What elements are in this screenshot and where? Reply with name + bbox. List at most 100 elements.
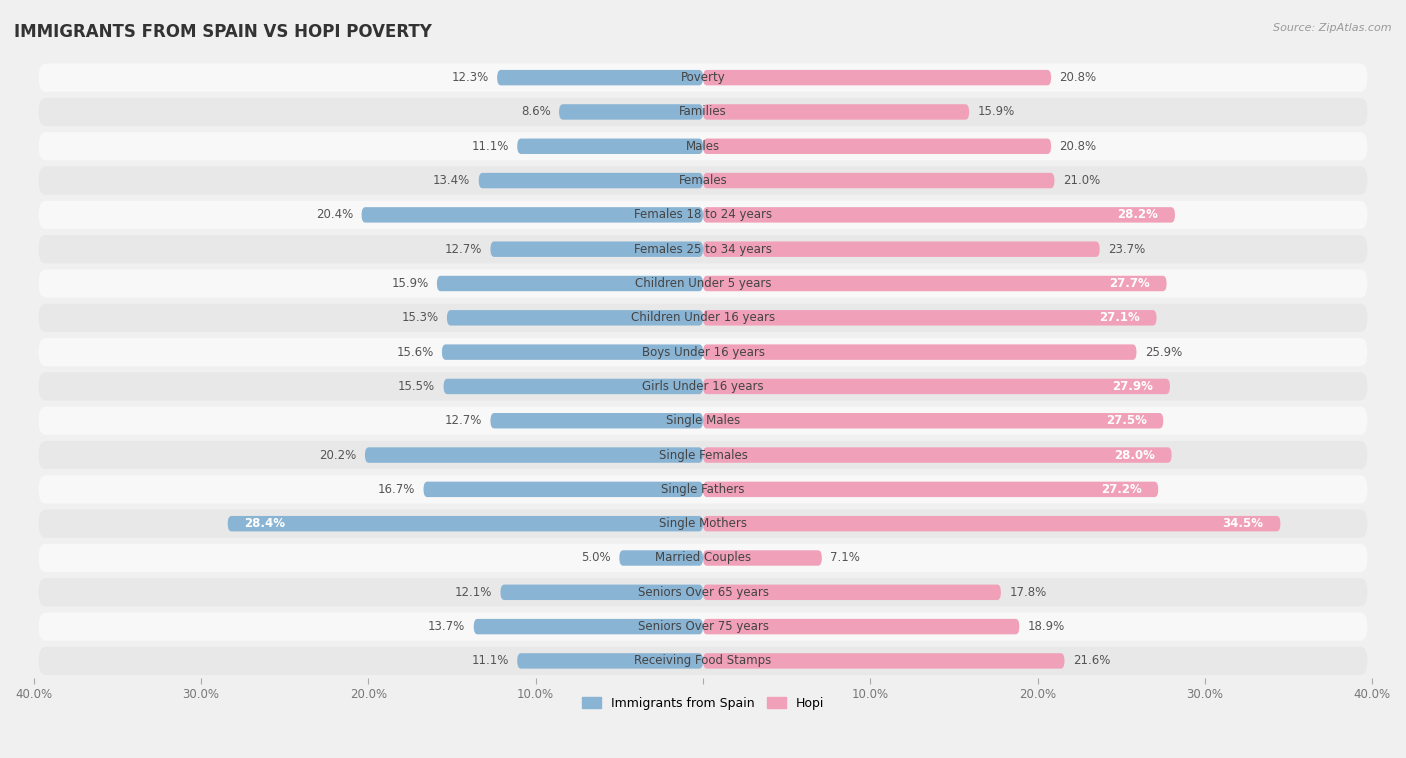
- FancyBboxPatch shape: [560, 105, 703, 120]
- FancyBboxPatch shape: [703, 481, 1159, 497]
- Text: 20.8%: 20.8%: [1060, 71, 1097, 84]
- FancyBboxPatch shape: [703, 447, 1171, 463]
- Text: 13.4%: 13.4%: [433, 174, 471, 187]
- FancyBboxPatch shape: [38, 167, 1368, 195]
- Text: 27.1%: 27.1%: [1099, 312, 1140, 324]
- FancyBboxPatch shape: [38, 304, 1368, 332]
- FancyBboxPatch shape: [38, 407, 1368, 435]
- Text: 27.7%: 27.7%: [1109, 277, 1150, 290]
- FancyBboxPatch shape: [619, 550, 703, 565]
- FancyBboxPatch shape: [38, 64, 1368, 92]
- FancyBboxPatch shape: [703, 173, 1054, 188]
- Text: 27.9%: 27.9%: [1112, 380, 1153, 393]
- Text: 20.2%: 20.2%: [319, 449, 357, 462]
- FancyBboxPatch shape: [703, 242, 1099, 257]
- Text: 18.9%: 18.9%: [1028, 620, 1064, 633]
- FancyBboxPatch shape: [478, 173, 703, 188]
- FancyBboxPatch shape: [38, 338, 1368, 366]
- FancyBboxPatch shape: [38, 269, 1368, 298]
- Text: Seniors Over 65 years: Seniors Over 65 years: [637, 586, 769, 599]
- Text: Seniors Over 75 years: Seniors Over 75 years: [637, 620, 769, 633]
- FancyBboxPatch shape: [703, 550, 823, 565]
- Text: 28.2%: 28.2%: [1118, 208, 1159, 221]
- FancyBboxPatch shape: [703, 413, 1163, 428]
- Text: Source: ZipAtlas.com: Source: ZipAtlas.com: [1274, 23, 1392, 33]
- Text: 20.8%: 20.8%: [1060, 139, 1097, 153]
- Text: Single Fathers: Single Fathers: [661, 483, 745, 496]
- Legend: Immigrants from Spain, Hopi: Immigrants from Spain, Hopi: [576, 692, 830, 715]
- FancyBboxPatch shape: [38, 578, 1368, 606]
- FancyBboxPatch shape: [366, 447, 703, 463]
- Text: 16.7%: 16.7%: [378, 483, 415, 496]
- FancyBboxPatch shape: [703, 105, 969, 120]
- Text: 15.3%: 15.3%: [402, 312, 439, 324]
- Text: 23.7%: 23.7%: [1108, 243, 1146, 255]
- Text: 5.0%: 5.0%: [581, 552, 612, 565]
- Text: 12.3%: 12.3%: [451, 71, 489, 84]
- FancyBboxPatch shape: [38, 441, 1368, 469]
- Text: Single Females: Single Females: [658, 449, 748, 462]
- FancyBboxPatch shape: [501, 584, 703, 600]
- Text: 21.0%: 21.0%: [1063, 174, 1099, 187]
- Text: 15.9%: 15.9%: [977, 105, 1015, 118]
- FancyBboxPatch shape: [441, 344, 703, 360]
- FancyBboxPatch shape: [38, 235, 1368, 263]
- Text: 17.8%: 17.8%: [1010, 586, 1046, 599]
- FancyBboxPatch shape: [703, 653, 1064, 669]
- Text: 12.7%: 12.7%: [444, 243, 482, 255]
- Text: 20.4%: 20.4%: [316, 208, 353, 221]
- FancyBboxPatch shape: [38, 509, 1368, 537]
- Text: 28.0%: 28.0%: [1114, 449, 1154, 462]
- FancyBboxPatch shape: [703, 207, 1175, 223]
- Text: Families: Families: [679, 105, 727, 118]
- FancyBboxPatch shape: [703, 584, 1001, 600]
- FancyBboxPatch shape: [38, 98, 1368, 126]
- FancyBboxPatch shape: [361, 207, 703, 223]
- Text: Females 25 to 34 years: Females 25 to 34 years: [634, 243, 772, 255]
- Text: 11.1%: 11.1%: [471, 654, 509, 667]
- Text: 27.5%: 27.5%: [1105, 414, 1146, 428]
- FancyBboxPatch shape: [38, 132, 1368, 161]
- Text: 15.5%: 15.5%: [398, 380, 436, 393]
- Text: Married Couples: Married Couples: [655, 552, 751, 565]
- Text: Females 18 to 24 years: Females 18 to 24 years: [634, 208, 772, 221]
- FancyBboxPatch shape: [38, 544, 1368, 572]
- FancyBboxPatch shape: [491, 242, 703, 257]
- Text: Boys Under 16 years: Boys Under 16 years: [641, 346, 765, 359]
- Text: 11.1%: 11.1%: [471, 139, 509, 153]
- Text: Single Mothers: Single Mothers: [659, 517, 747, 530]
- Text: 28.4%: 28.4%: [245, 517, 285, 530]
- Text: 34.5%: 34.5%: [1223, 517, 1264, 530]
- FancyBboxPatch shape: [423, 481, 703, 497]
- Text: Poverty: Poverty: [681, 71, 725, 84]
- FancyBboxPatch shape: [703, 379, 1170, 394]
- Text: Children Under 5 years: Children Under 5 years: [634, 277, 772, 290]
- FancyBboxPatch shape: [703, 276, 1167, 291]
- Text: 12.1%: 12.1%: [454, 586, 492, 599]
- FancyBboxPatch shape: [437, 276, 703, 291]
- FancyBboxPatch shape: [228, 516, 703, 531]
- Text: 15.6%: 15.6%: [396, 346, 433, 359]
- Text: IMMIGRANTS FROM SPAIN VS HOPI POVERTY: IMMIGRANTS FROM SPAIN VS HOPI POVERTY: [14, 23, 432, 41]
- FancyBboxPatch shape: [447, 310, 703, 325]
- Text: Girls Under 16 years: Girls Under 16 years: [643, 380, 763, 393]
- FancyBboxPatch shape: [703, 516, 1281, 531]
- Text: 12.7%: 12.7%: [444, 414, 482, 428]
- FancyBboxPatch shape: [474, 619, 703, 634]
- FancyBboxPatch shape: [38, 475, 1368, 503]
- Text: 21.6%: 21.6%: [1073, 654, 1111, 667]
- FancyBboxPatch shape: [491, 413, 703, 428]
- Text: 15.9%: 15.9%: [391, 277, 429, 290]
- Text: 8.6%: 8.6%: [522, 105, 551, 118]
- Text: Receiving Food Stamps: Receiving Food Stamps: [634, 654, 772, 667]
- FancyBboxPatch shape: [443, 379, 703, 394]
- Text: 7.1%: 7.1%: [830, 552, 860, 565]
- Text: Children Under 16 years: Children Under 16 years: [631, 312, 775, 324]
- Text: 13.7%: 13.7%: [427, 620, 465, 633]
- FancyBboxPatch shape: [38, 612, 1368, 641]
- FancyBboxPatch shape: [703, 310, 1157, 325]
- Text: 27.2%: 27.2%: [1101, 483, 1142, 496]
- FancyBboxPatch shape: [38, 647, 1368, 675]
- FancyBboxPatch shape: [517, 139, 703, 154]
- FancyBboxPatch shape: [38, 372, 1368, 400]
